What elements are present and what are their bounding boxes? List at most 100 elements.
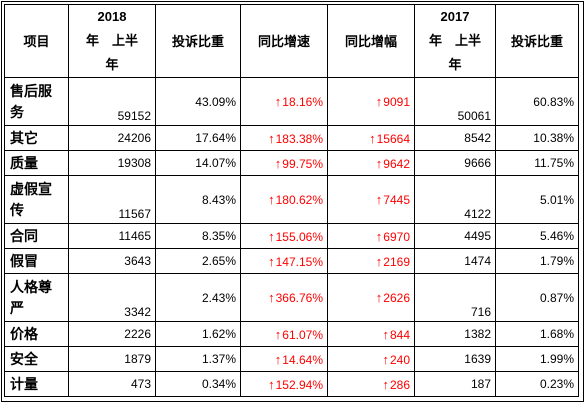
header-2017-year: 2017 (440, 9, 470, 24)
value-2017: 1382 (414, 321, 496, 347)
header-2017: 2017 年 上半 年 (414, 4, 496, 78)
share-2017: 5.01% (495, 175, 579, 224)
value-2017: 1639 (414, 346, 496, 372)
value-2018: 473 (68, 371, 156, 397)
table-row: 质量 19308 14.07% ↑99.75% ↑9642 9666 11.75% (4, 150, 579, 176)
growth-rate-value: 147.15% (275, 254, 323, 269)
share-2017: 1.99% (495, 346, 579, 372)
up-arrow-icon: ↑ (268, 228, 275, 244)
growth-rate-value: 366.76% (275, 291, 323, 305)
growth-amount-value: 844 (389, 327, 410, 342)
growth-amount: ↑9091 (327, 77, 415, 126)
header-2018-year: 2018 (97, 9, 127, 24)
share-2018: 2.43% (155, 273, 241, 322)
growth-rate: ↑147.15% (240, 248, 328, 274)
value-2018: 19308 (68, 150, 156, 176)
growth-rate: ↑180.62% (240, 175, 328, 224)
share-2018: 17.64% (155, 125, 241, 151)
growth-rate: ↑366.76% (240, 273, 328, 322)
table-row: 售后服务 59152 43.09% ↑18.16% ↑9091 50061 60.83% (4, 77, 579, 126)
up-arrow-icon: ↑ (375, 228, 383, 244)
up-arrow-icon: ↑ (369, 130, 376, 146)
header-growth-amount: 同比增幅 (327, 4, 415, 78)
share-2017: 11.75% (495, 150, 579, 176)
growth-amount-value: 2169 (383, 254, 410, 269)
up-arrow-icon: ↑ (274, 326, 282, 342)
growth-rate-value: 152.94% (275, 377, 323, 392)
up-arrow-icon: ↑ (375, 94, 383, 109)
growth-rate: ↑99.75% (240, 150, 328, 176)
row-name: 虚假宣传 (4, 175, 69, 224)
up-arrow-icon: ↑ (375, 192, 383, 207)
value-2017: 9666 (414, 150, 496, 176)
table-row: 价格 2226 1.62% ↑61.07% ↑844 1382 1.68% (4, 321, 579, 347)
value-2018: 24206 (68, 125, 156, 151)
growth-amount: ↑9642 (327, 150, 415, 176)
table-row: 假冒 3643 2.65% ↑147.15% ↑2169 1474 1.79% (4, 248, 579, 274)
value-2017: 4122 (414, 175, 496, 224)
growth-amount: ↑2169 (327, 248, 415, 274)
share-2017: 10.38% (495, 125, 579, 151)
table-row: 合同 11465 8.35% ↑155.06% ↑6970 4495 5.46% (4, 223, 579, 249)
header-2018-half: 年 上半 (85, 33, 138, 48)
value-2018: 2226 (68, 321, 156, 347)
value-2018: 3643 (68, 248, 156, 274)
header-2018: 2018 年 上半 年 (68, 4, 156, 78)
up-arrow-icon: ↑ (268, 130, 275, 146)
row-name: 安全 (4, 346, 69, 372)
up-arrow-icon: ↑ (382, 351, 389, 367)
value-2017: 716 (414, 273, 496, 322)
row-name: 质量 (4, 150, 69, 176)
row-name: 售后服务 (4, 77, 69, 126)
value-2017: 8542 (414, 125, 496, 151)
row-name: 假冒 (4, 248, 69, 274)
growth-amount: ↑286 (327, 371, 415, 397)
growth-amount-value: 240 (389, 352, 410, 367)
growth-amount-value: 15664 (376, 131, 410, 146)
up-arrow-icon: ↑ (375, 253, 383, 269)
up-arrow-icon: ↑ (268, 376, 275, 392)
up-arrow-icon: ↑ (375, 290, 383, 305)
share-2018: 14.07% (155, 150, 241, 176)
growth-amount-value: 9091 (383, 95, 410, 109)
growth-amount: ↑6970 (327, 223, 415, 249)
header-growth-rate: 同比增速 (240, 4, 328, 78)
up-arrow-icon: ↑ (274, 155, 282, 171)
complaint-table: 项目 2018 年 上半 年 投诉比重 同比增速 同比增幅 2017 年 上半 … (4, 4, 579, 397)
share-2018: 1.37% (155, 346, 241, 372)
growth-rate: ↑18.16% (240, 77, 328, 126)
value-2017: 50061 (414, 77, 496, 126)
value-2017: 4495 (414, 223, 496, 249)
growth-amount-value: 2626 (383, 291, 410, 305)
table-row: 计量 473 0.34% ↑152.94% ↑286 187 0.23% (4, 371, 579, 397)
growth-amount-value: 286 (389, 377, 410, 392)
table-row: 虚假宣传 11567 8.43% ↑180.62% ↑7445 4122 5.01% (4, 175, 579, 224)
header-share-2017: 投诉比重 (495, 4, 579, 78)
share-2017: 0.87% (495, 273, 579, 322)
up-arrow-icon: ↑ (382, 326, 389, 342)
header-2017-unit: 年 (448, 57, 462, 72)
growth-amount-value: 9642 (383, 156, 410, 171)
growth-amount: ↑15664 (327, 125, 415, 151)
share-2018: 8.43% (155, 175, 241, 224)
growth-rate-value: 180.62% (275, 193, 323, 207)
row-name: 合同 (4, 223, 69, 249)
growth-rate-value: 99.75% (282, 156, 323, 171)
growth-amount-value: 7445 (383, 193, 410, 207)
growth-rate: ↑152.94% (240, 371, 328, 397)
header-share: 投诉比重 (155, 4, 241, 78)
table-row: 其它 24206 17.64% ↑183.38% ↑15664 8542 10.38% (4, 125, 579, 151)
value-2018: 59152 (68, 77, 156, 126)
share-2017: 5.46% (495, 223, 579, 249)
value-2017: 187 (414, 371, 496, 397)
share-2018: 2.65% (155, 248, 241, 274)
row-name: 价格 (4, 321, 69, 347)
growth-rate: ↑14.64% (240, 346, 328, 372)
header-row: 项目 2018 年 上半 年 投诉比重 同比增速 同比增幅 2017 年 上半 … (4, 4, 579, 78)
up-arrow-icon: ↑ (382, 376, 389, 392)
header-2017-half: 年 上半 (428, 33, 481, 48)
up-arrow-icon: ↑ (375, 155, 383, 171)
header-2018-unit: 年 (105, 57, 119, 72)
share-2018: 0.34% (155, 371, 241, 397)
